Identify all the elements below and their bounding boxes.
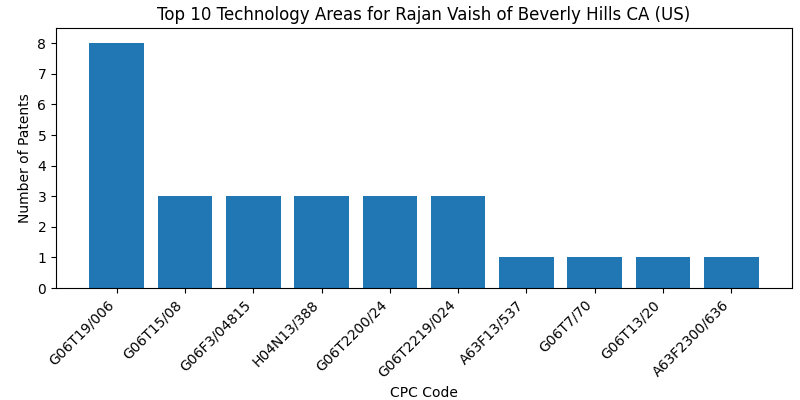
Bar [294,196,349,288]
Bar [704,258,758,288]
Bar [567,258,622,288]
Bar [226,196,281,288]
Y-axis label: Number of Patents: Number of Patents [18,93,32,223]
Title: Top 10 Technology Areas for Rajan Vaish of Beverly Hills CA (US): Top 10 Technology Areas for Rajan Vaish … [158,6,690,24]
Bar [362,196,417,288]
X-axis label: CPC Code: CPC Code [390,386,458,400]
Bar [90,43,144,288]
Bar [431,196,486,288]
Bar [636,258,690,288]
Bar [499,258,554,288]
Bar [158,196,212,288]
